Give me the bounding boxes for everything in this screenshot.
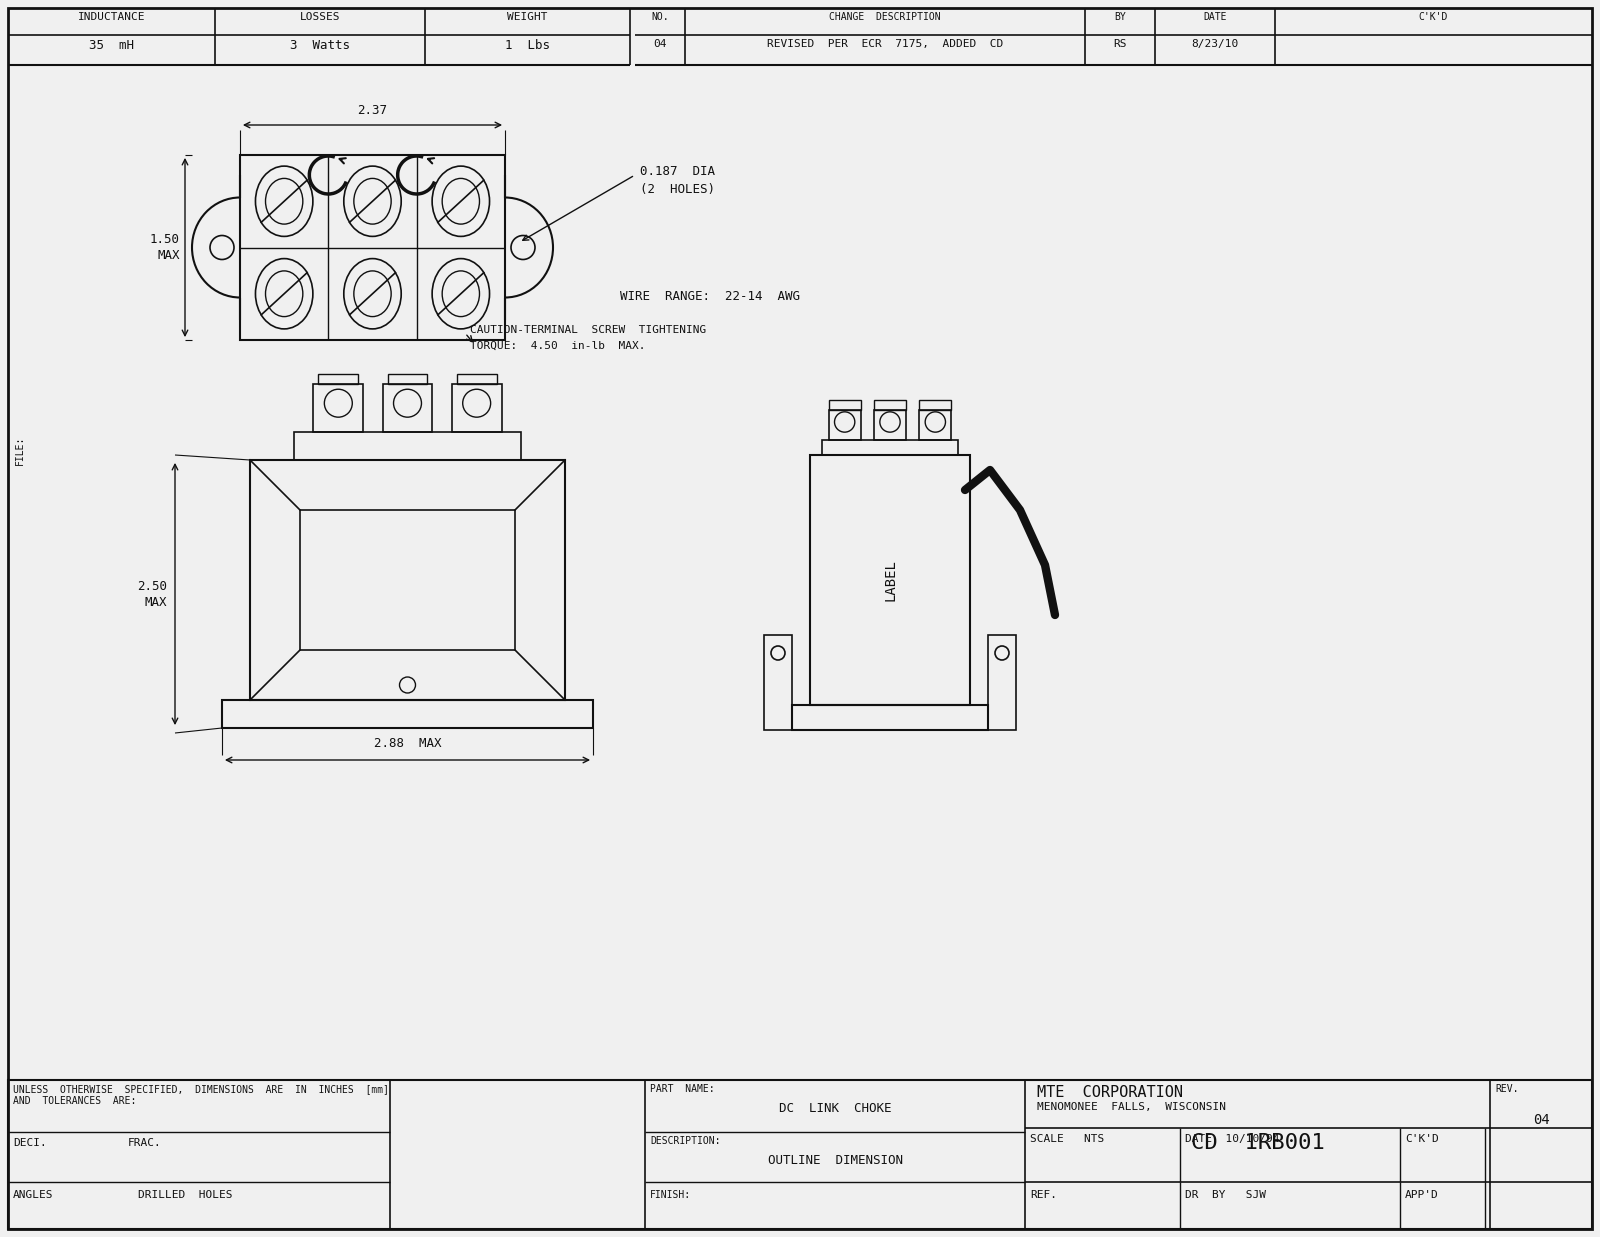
- Text: FILE:: FILE:: [14, 435, 26, 465]
- Text: AND  TOLERANCES  ARE:: AND TOLERANCES ARE:: [13, 1096, 136, 1106]
- Bar: [792, 705, 989, 730]
- Text: DC  LINK  CHOKE: DC LINK CHOKE: [779, 1102, 891, 1115]
- Text: WEIGHT: WEIGHT: [507, 12, 547, 22]
- Text: PART  NAME:: PART NAME:: [650, 1084, 715, 1094]
- Text: MTE  CORPORATION: MTE CORPORATION: [1037, 1085, 1182, 1100]
- Bar: [301, 510, 515, 649]
- Text: FINISH:: FINISH:: [650, 1190, 691, 1200]
- Text: LABEL: LABEL: [883, 559, 898, 601]
- Text: TORQUE:  4.50  in-lb  MAX.: TORQUE: 4.50 in-lb MAX.: [470, 341, 645, 351]
- Bar: [314, 383, 363, 432]
- Text: MENOMONEE  FALLS,  WISCONSIN: MENOMONEE FALLS, WISCONSIN: [1037, 1102, 1226, 1112]
- Text: 2.88  MAX: 2.88 MAX: [374, 737, 442, 750]
- Text: CHANGE  DESCRIPTION: CHANGE DESCRIPTION: [829, 12, 941, 22]
- Text: INDUCTANCE: INDUCTANCE: [78, 12, 146, 22]
- Text: 35  mH: 35 mH: [90, 40, 134, 52]
- Bar: [765, 635, 792, 730]
- Text: C'K'D: C'K'D: [1419, 12, 1448, 22]
- Text: LOSSES: LOSSES: [299, 12, 341, 22]
- Bar: [874, 409, 906, 440]
- Text: MAX: MAX: [144, 595, 166, 609]
- Text: APP'D: APP'D: [1405, 1190, 1438, 1200]
- Text: 2.50: 2.50: [138, 579, 166, 593]
- Bar: [8, 1080, 1592, 1230]
- Text: CAUTION-TERMINAL  SCREW  TIGHTENING: CAUTION-TERMINAL SCREW TIGHTENING: [470, 325, 706, 335]
- Text: 3  Watts: 3 Watts: [290, 40, 350, 52]
- Bar: [989, 635, 1016, 730]
- Text: 04: 04: [653, 40, 667, 49]
- Text: 04: 04: [1533, 1113, 1549, 1127]
- Bar: [451, 383, 502, 432]
- Text: BY: BY: [1114, 12, 1126, 22]
- Bar: [240, 155, 506, 340]
- Bar: [294, 432, 522, 460]
- Text: WIRE  RANGE:  22-14  AWG: WIRE RANGE: 22-14 AWG: [621, 289, 800, 303]
- Text: MAX: MAX: [157, 249, 179, 262]
- Bar: [222, 700, 594, 729]
- Text: 1.50: 1.50: [150, 233, 179, 246]
- Bar: [318, 374, 358, 383]
- Bar: [920, 400, 950, 409]
- Text: DATE: DATE: [1203, 12, 1227, 22]
- Bar: [822, 440, 958, 455]
- Text: UNLESS  OTHERWISE  SPECIFIED,  DIMENSIONS  ARE  IN  INCHES  [mm]: UNLESS OTHERWISE SPECIFIED, DIMENSIONS A…: [13, 1084, 389, 1094]
- Bar: [250, 460, 565, 700]
- Text: SCALE   NTS: SCALE NTS: [1030, 1134, 1104, 1144]
- Bar: [387, 374, 427, 383]
- Text: NO.: NO.: [651, 12, 669, 22]
- Text: CD  1RB001: CD 1RB001: [1190, 1133, 1325, 1153]
- Text: DECI.: DECI.: [13, 1138, 46, 1148]
- Text: C'K'D: C'K'D: [1405, 1134, 1438, 1144]
- Bar: [382, 383, 432, 432]
- Text: REV.: REV.: [1494, 1084, 1518, 1094]
- Text: RS: RS: [1114, 40, 1126, 49]
- Bar: [874, 400, 906, 409]
- Text: (2  HOLES): (2 HOLES): [640, 183, 715, 195]
- Text: 0.187  DIA: 0.187 DIA: [640, 165, 715, 178]
- Text: ANGLES: ANGLES: [13, 1190, 53, 1200]
- Text: REVISED  PER  ECR  7175,  ADDED  CD: REVISED PER ECR 7175, ADDED CD: [766, 40, 1003, 49]
- Bar: [829, 409, 861, 440]
- Bar: [829, 400, 861, 409]
- Text: DESCRIPTION:: DESCRIPTION:: [650, 1136, 720, 1145]
- Bar: [810, 455, 970, 705]
- Text: 2.37: 2.37: [357, 104, 387, 118]
- Text: 8/23/10: 8/23/10: [1192, 40, 1238, 49]
- Bar: [456, 374, 496, 383]
- Text: FRAC.: FRAC.: [128, 1138, 162, 1148]
- Text: 1  Lbs: 1 Lbs: [506, 40, 550, 52]
- Bar: [920, 409, 950, 440]
- Text: DATE  10/10/94: DATE 10/10/94: [1186, 1134, 1280, 1144]
- Text: DR  BY   SJW: DR BY SJW: [1186, 1190, 1266, 1200]
- Text: OUTLINE  DIMENSION: OUTLINE DIMENSION: [768, 1154, 902, 1166]
- Text: DRILLED  HOLES: DRILLED HOLES: [138, 1190, 232, 1200]
- Text: REF.: REF.: [1030, 1190, 1058, 1200]
